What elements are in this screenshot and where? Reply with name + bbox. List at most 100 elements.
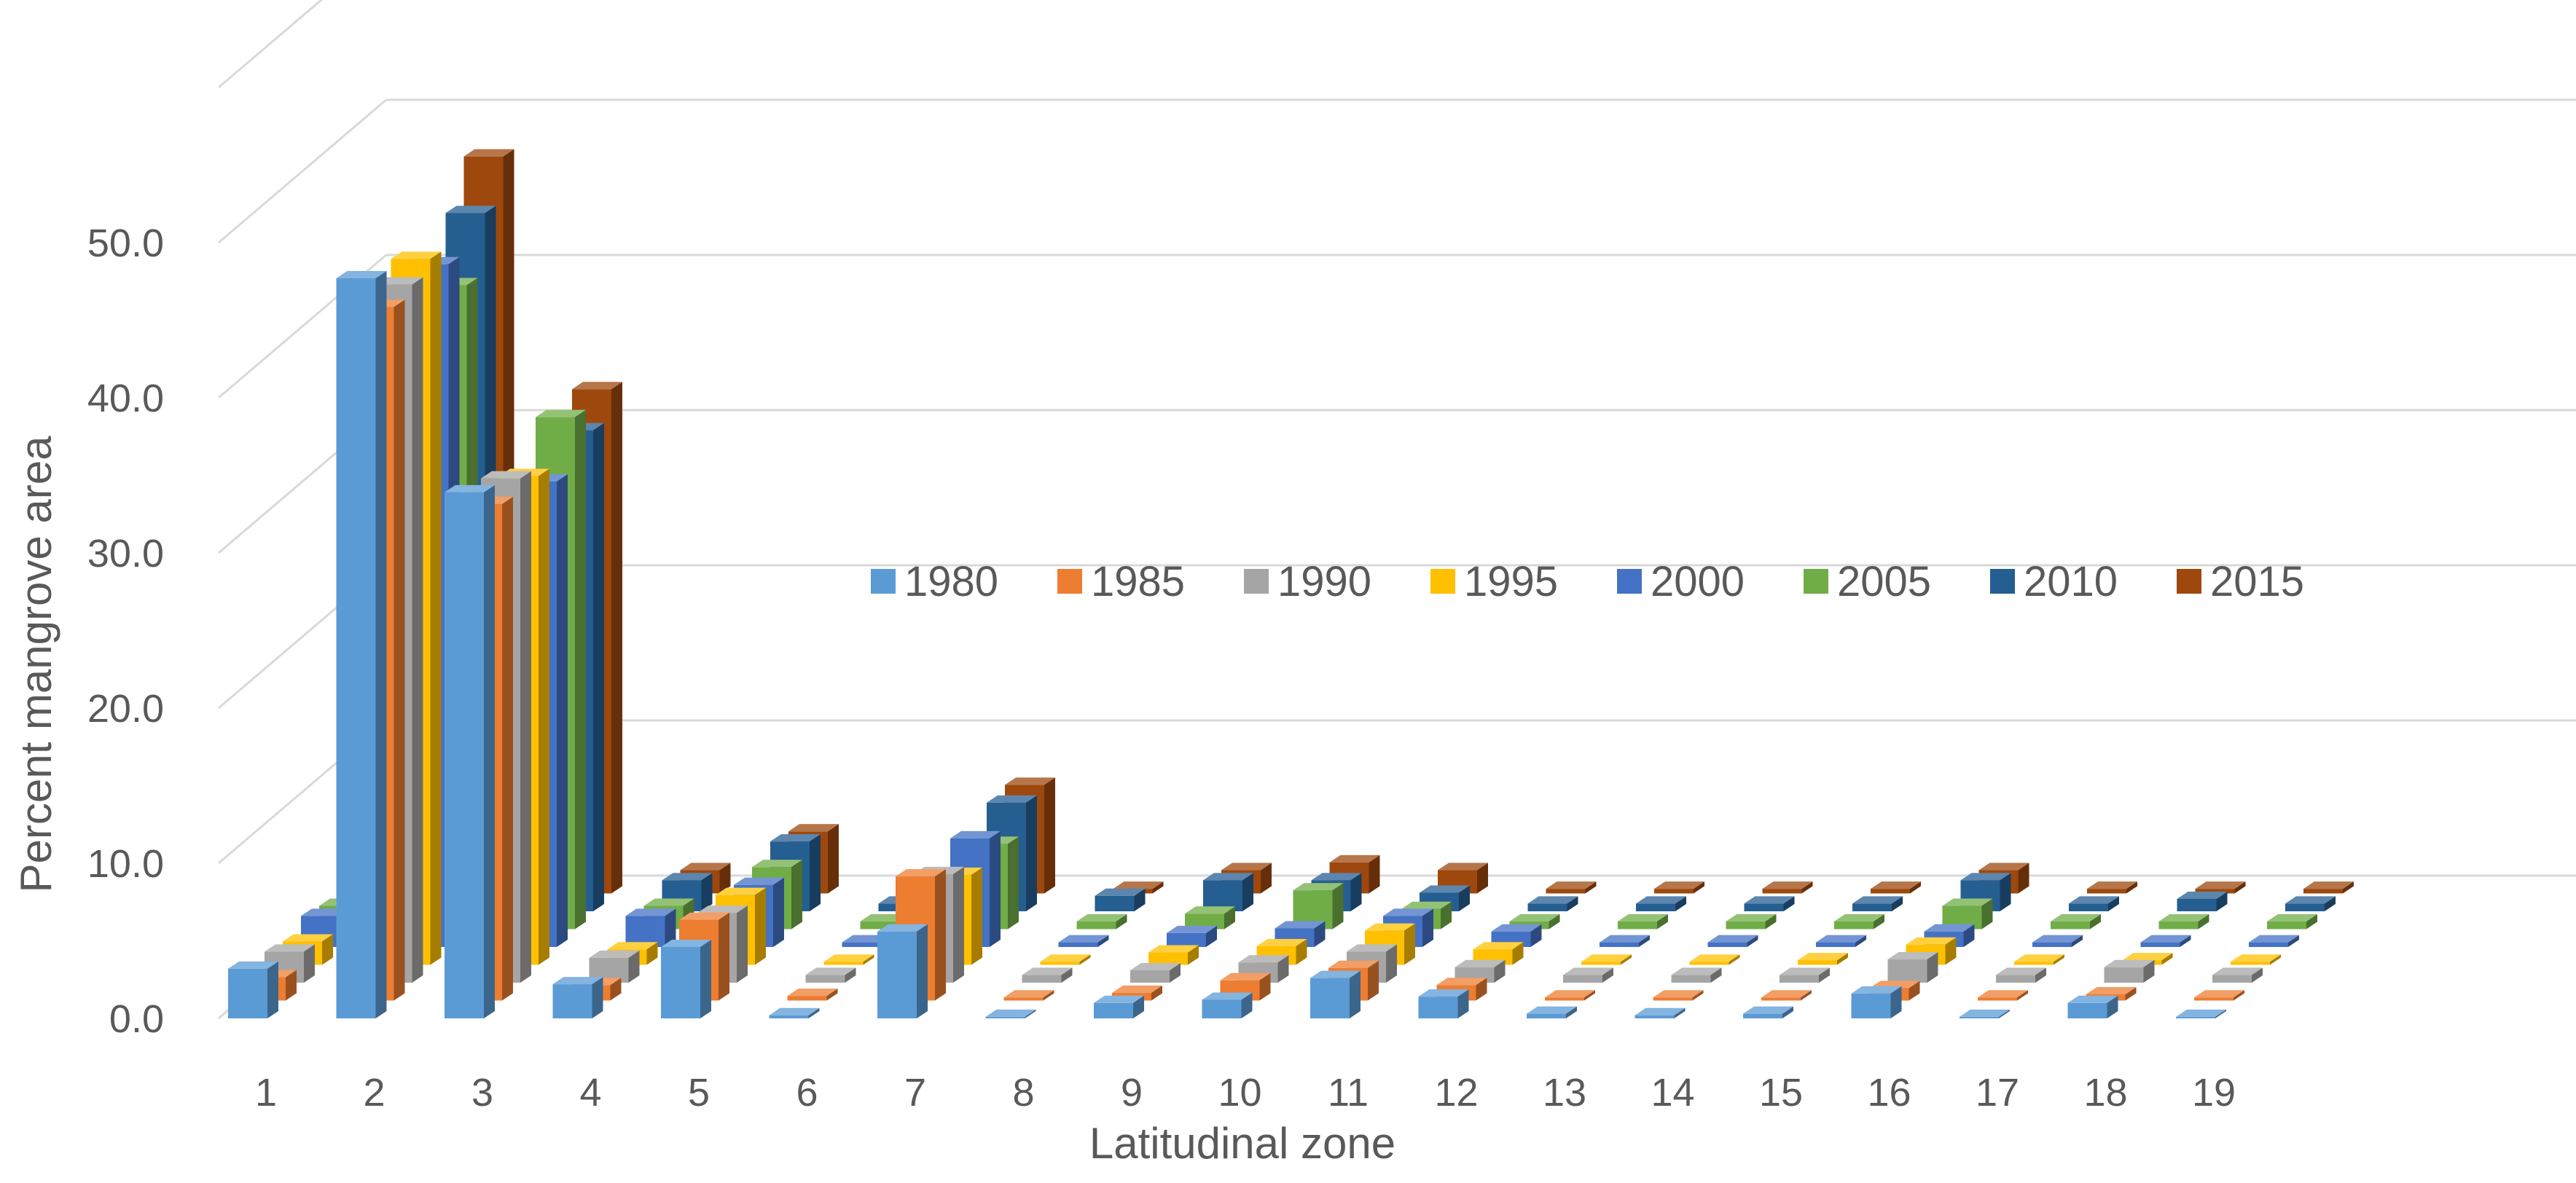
bar-2000-zone-13 <box>1600 935 1650 947</box>
bar-1990-zone-17 <box>1996 967 2046 983</box>
y-tick-label: 40.0 <box>87 377 164 420</box>
legend: 1980 1985 1990 1995 2000 2005 2010 2015 <box>871 558 2304 605</box>
bar-2010-zone-15 <box>1852 896 1903 911</box>
bar-2005-zone-15 <box>1834 913 1884 930</box>
bar-1995-zone-8 <box>1040 954 1091 965</box>
x-tick-label: 6 <box>796 1071 818 1115</box>
x-tick-label: 11 <box>1328 1071 1369 1115</box>
bar-2010-zone-17 <box>2069 896 2119 911</box>
bar-1990-zone-18 <box>2104 959 2155 983</box>
bar-2005-zone-8 <box>1076 913 1127 930</box>
bar-1980-zone-8 <box>985 1009 1036 1018</box>
x-tick-label: 10 <box>1218 1071 1261 1115</box>
legend-swatch <box>1430 569 1455 594</box>
bar-1995-zone-9 <box>1148 945 1199 965</box>
bar-1995-zone-14 <box>1689 954 1740 965</box>
bar-1980-zone-5 <box>661 940 711 1018</box>
bar-1980-zone-9 <box>1094 995 1144 1018</box>
x-tick-label: 16 <box>1867 1071 1911 1115</box>
x-tick-label: 5 <box>688 1071 710 1115</box>
legend-item-2010: 2010 <box>1990 558 2118 605</box>
bar-2015-zone-14 <box>1762 881 1813 894</box>
bars <box>228 149 2354 1018</box>
x-tick-label: 18 <box>2083 1071 2127 1115</box>
bar-1980-zone-11 <box>1310 970 1361 1018</box>
bar-1995-zone-13 <box>1581 954 1632 965</box>
bar-1980-zone-1 <box>228 961 278 1018</box>
legend-label: 2010 <box>2024 558 2118 605</box>
bar-1980-zone-15 <box>1743 1006 1793 1018</box>
gridline-wall-5 <box>218 98 387 244</box>
bar-2015-zone-12 <box>1546 881 1597 894</box>
bar-1985-zone-6 <box>787 989 838 1001</box>
x-tick-label: 13 <box>1543 1071 1586 1115</box>
legend-item-2015: 2015 <box>2177 558 2304 605</box>
x-tick-label: 9 <box>1121 1071 1143 1115</box>
gridline-wall-top <box>218 0 324 89</box>
legend-item-1990: 1990 <box>1244 558 1371 605</box>
bar-1980-zone-14 <box>1635 1007 1686 1018</box>
y-tick-label: 0.0 <box>109 997 164 1041</box>
bar-1990-zone-9 <box>1130 962 1181 983</box>
legend-swatch <box>1057 569 1082 594</box>
legend-label: 2005 <box>1837 558 1931 605</box>
legend-item-1985: 1985 <box>1057 558 1185 605</box>
x-tick-label: 19 <box>2192 1071 2236 1115</box>
x-tick-label: 17 <box>1976 1071 2019 1115</box>
bar-1980-zone-19 <box>2176 1009 2226 1018</box>
legend-swatch <box>2177 569 2201 594</box>
bar-1985-zone-8 <box>1003 990 1054 1001</box>
legend-label: 1995 <box>1464 558 1558 605</box>
bar-1990-zone-13 <box>1563 967 1613 983</box>
bar-1985-zone-15 <box>1761 990 1812 1001</box>
bar-1995-zone-19 <box>2231 954 2281 965</box>
legend-swatch <box>871 569 896 594</box>
bar-2000-zone-8 <box>1058 935 1109 947</box>
legend-swatch <box>1804 569 1828 594</box>
bar-1990-zone-6 <box>805 967 856 983</box>
bar-2015-zone-19 <box>2303 881 2354 894</box>
bar-2015-zone-17 <box>2087 881 2137 894</box>
bar-2010-zone-9 <box>1203 873 1253 911</box>
bar-2005-zone-19 <box>2267 913 2317 930</box>
x-tick-label: 14 <box>1651 1071 1694 1115</box>
x-tick-label: 15 <box>1759 1071 1803 1115</box>
bar-2000-zone-9 <box>1167 925 1217 947</box>
bar-1980-zone-12 <box>1418 989 1469 1018</box>
legend-label: 1985 <box>1091 558 1185 605</box>
bar-2015-zone-13 <box>1654 881 1704 894</box>
bar-1980-zone-7 <box>877 924 928 1018</box>
bar-2005-zone-18 <box>2158 913 2209 930</box>
bar-2005-zone-14 <box>1726 913 1777 930</box>
y-axis-title: Percent mangrove area <box>12 436 60 893</box>
legend-swatch <box>1990 569 2015 594</box>
legend-label: 1990 <box>1277 558 1371 605</box>
y-tick-label: 20.0 <box>87 687 164 731</box>
bar-2005-zone-13 <box>1618 913 1668 930</box>
bar-2010-zone-8 <box>1095 888 1146 911</box>
x-tick-label: 7 <box>904 1071 926 1115</box>
legend-item-1995: 1995 <box>1430 558 1558 605</box>
bar-2010-zone-13 <box>1636 896 1686 911</box>
x-tick-labels: 1 2 3 4 5 6 7 8 9 10 11 12 13 14 15 16 17 18 19 <box>255 1071 2236 1115</box>
bar-1980-zone-10 <box>1202 992 1253 1018</box>
x-tick-label: 4 <box>579 1071 601 1115</box>
bar-2015-zone-18 <box>2195 881 2246 894</box>
y-tick-label: 10.0 <box>87 842 164 886</box>
bar-2010-zone-14 <box>1744 896 1795 911</box>
bar-1990-zone-15 <box>1780 967 1830 983</box>
bar-1990-zone-14 <box>1671 967 1722 983</box>
bar-1980-zone-18 <box>2067 995 2118 1018</box>
bar-1985-zone-14 <box>1653 990 1704 1001</box>
bar-1995-zone-16 <box>1906 937 1957 965</box>
bar-2010-zone-12 <box>1527 896 1578 911</box>
y-tick-labels: 0.0 10.0 20.0 30.0 40.0 50.0 <box>87 221 164 1041</box>
bar-2000-zone-15 <box>1816 935 1866 947</box>
bar-2015-zone-15 <box>1871 881 1921 894</box>
x-tick-label: 1 <box>255 1071 277 1115</box>
legend-item-1980: 1980 <box>871 558 998 605</box>
bar-1985-zone-19 <box>2194 990 2244 1001</box>
bar-2000-zone-19 <box>2249 935 2299 947</box>
bar-2000-zone-4 <box>625 908 676 947</box>
